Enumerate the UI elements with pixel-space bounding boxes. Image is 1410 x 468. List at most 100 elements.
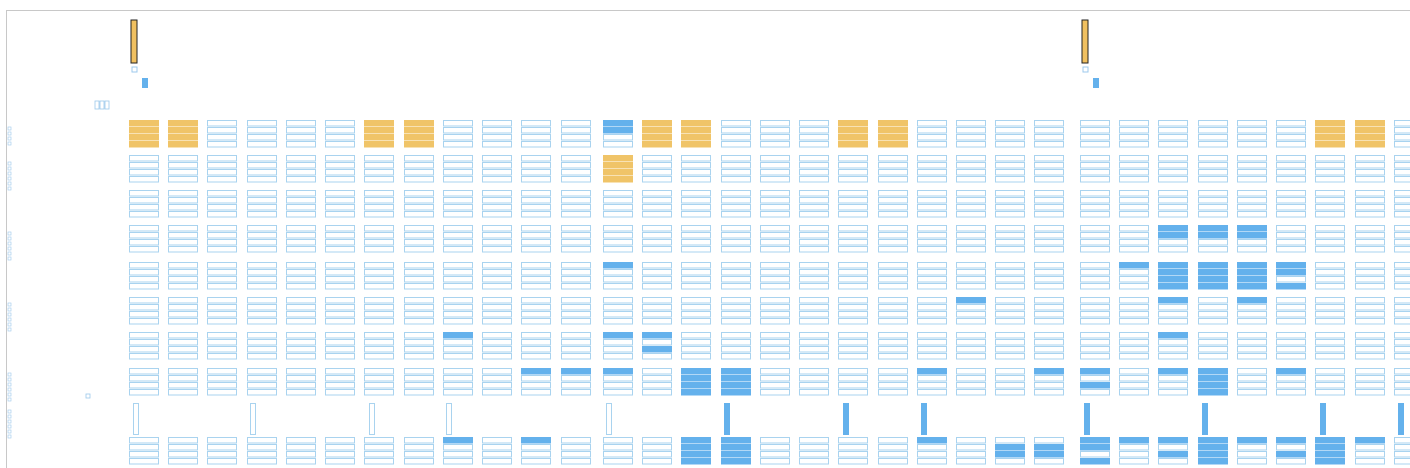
side-glyph [7, 131, 12, 136]
cell-stripe [799, 297, 829, 304]
cell-stripe [1394, 318, 1410, 325]
cell-stripe [956, 368, 986, 375]
cell-stripe [1237, 162, 1267, 169]
cell-stripe [721, 368, 751, 375]
cell-stripe [561, 332, 591, 339]
cell [1158, 297, 1188, 325]
cell-stripe [1119, 458, 1149, 465]
cell-stripe [1080, 169, 1110, 176]
cell-stripe [1119, 283, 1149, 290]
cell-stripe [838, 389, 868, 396]
cell-stripe [168, 190, 198, 197]
cell-stripe [995, 155, 1025, 162]
cell [1237, 332, 1267, 360]
cell-stripe [760, 304, 790, 311]
cell-stripe [642, 204, 672, 211]
cell-stripe [286, 375, 316, 382]
cell-stripe [995, 451, 1025, 458]
cell-stripe [521, 176, 551, 183]
cell-stripe [956, 169, 986, 176]
cell-stripe [1355, 269, 1385, 276]
cell-stripe [1198, 375, 1228, 382]
cell-stripe [247, 155, 277, 162]
cell-stripe [603, 318, 633, 325]
cell-stripe [364, 211, 394, 218]
cell-stripe [1080, 332, 1110, 339]
cell [642, 190, 672, 218]
cell-stripe [561, 134, 591, 141]
cell-stripe [1198, 127, 1228, 134]
cell-stripe [1198, 262, 1228, 269]
cell-stripe [521, 437, 551, 444]
cell-stripe [1276, 134, 1306, 141]
cell-stripe [681, 451, 711, 458]
cell-stripe [1198, 169, 1228, 176]
cell-stripe [1080, 246, 1110, 253]
cell-stripe [247, 225, 277, 232]
cell-stripe [247, 368, 277, 375]
cell-stripe [760, 225, 790, 232]
cell-stripe [838, 211, 868, 218]
cell-stripe [1237, 451, 1267, 458]
cell-stripe [1158, 283, 1188, 290]
cell-stripe [1355, 304, 1385, 311]
cell-stripe [325, 444, 355, 451]
cell-stripe [1315, 437, 1345, 444]
cell-stripe [956, 283, 986, 290]
cell-stripe [286, 204, 316, 211]
cell [799, 437, 829, 465]
cell [1119, 368, 1149, 396]
cell-stripe [325, 239, 355, 246]
cell-stripe [721, 197, 751, 204]
cell-stripe [1080, 239, 1110, 246]
cell-stripe [1119, 262, 1149, 269]
cell-stripe [878, 389, 908, 396]
cell-stripe [1394, 276, 1410, 283]
cell-stripe [1034, 190, 1064, 197]
cell-stripe [838, 375, 868, 382]
cell-stripe [325, 197, 355, 204]
cell-stripe [1276, 246, 1306, 253]
cell-stripe [247, 162, 277, 169]
cell-stripe [1355, 239, 1385, 246]
cell-stripe [404, 239, 434, 246]
cell [721, 225, 751, 253]
cell [482, 437, 512, 465]
cell-stripe [799, 444, 829, 451]
cell [603, 155, 633, 183]
cell-stripe [286, 211, 316, 218]
cell-stripe [1158, 311, 1188, 318]
cell-stripe [1394, 375, 1410, 382]
cell-stripe [838, 162, 868, 169]
cell-stripe [878, 211, 908, 218]
cell-stripe [1158, 155, 1188, 162]
cell-stripe [364, 332, 394, 339]
cell-stripe [956, 389, 986, 396]
cell-stripe [129, 458, 159, 465]
cell-stripe [721, 318, 751, 325]
cell-stripe [1198, 176, 1228, 183]
cell [603, 297, 633, 325]
cell-stripe [838, 204, 868, 211]
cell-stripe [325, 141, 355, 148]
cell-stripe [878, 239, 908, 246]
cell-stripe [561, 353, 591, 360]
cell [443, 262, 473, 290]
cell [443, 437, 473, 465]
cell-stripe [1080, 437, 1110, 444]
cell-stripe [878, 451, 908, 458]
cell-stripe [325, 339, 355, 346]
cell-stripe [1276, 451, 1306, 458]
cell [247, 297, 277, 325]
cell-stripe [482, 368, 512, 375]
cell-stripe [995, 232, 1025, 239]
cell-stripe [1276, 162, 1306, 169]
cell [1198, 368, 1228, 396]
cell [838, 297, 868, 325]
cell-stripe [1034, 162, 1064, 169]
cell [521, 437, 551, 465]
cell-stripe [247, 389, 277, 396]
cell-stripe [642, 339, 672, 346]
cell-stripe [721, 346, 751, 353]
